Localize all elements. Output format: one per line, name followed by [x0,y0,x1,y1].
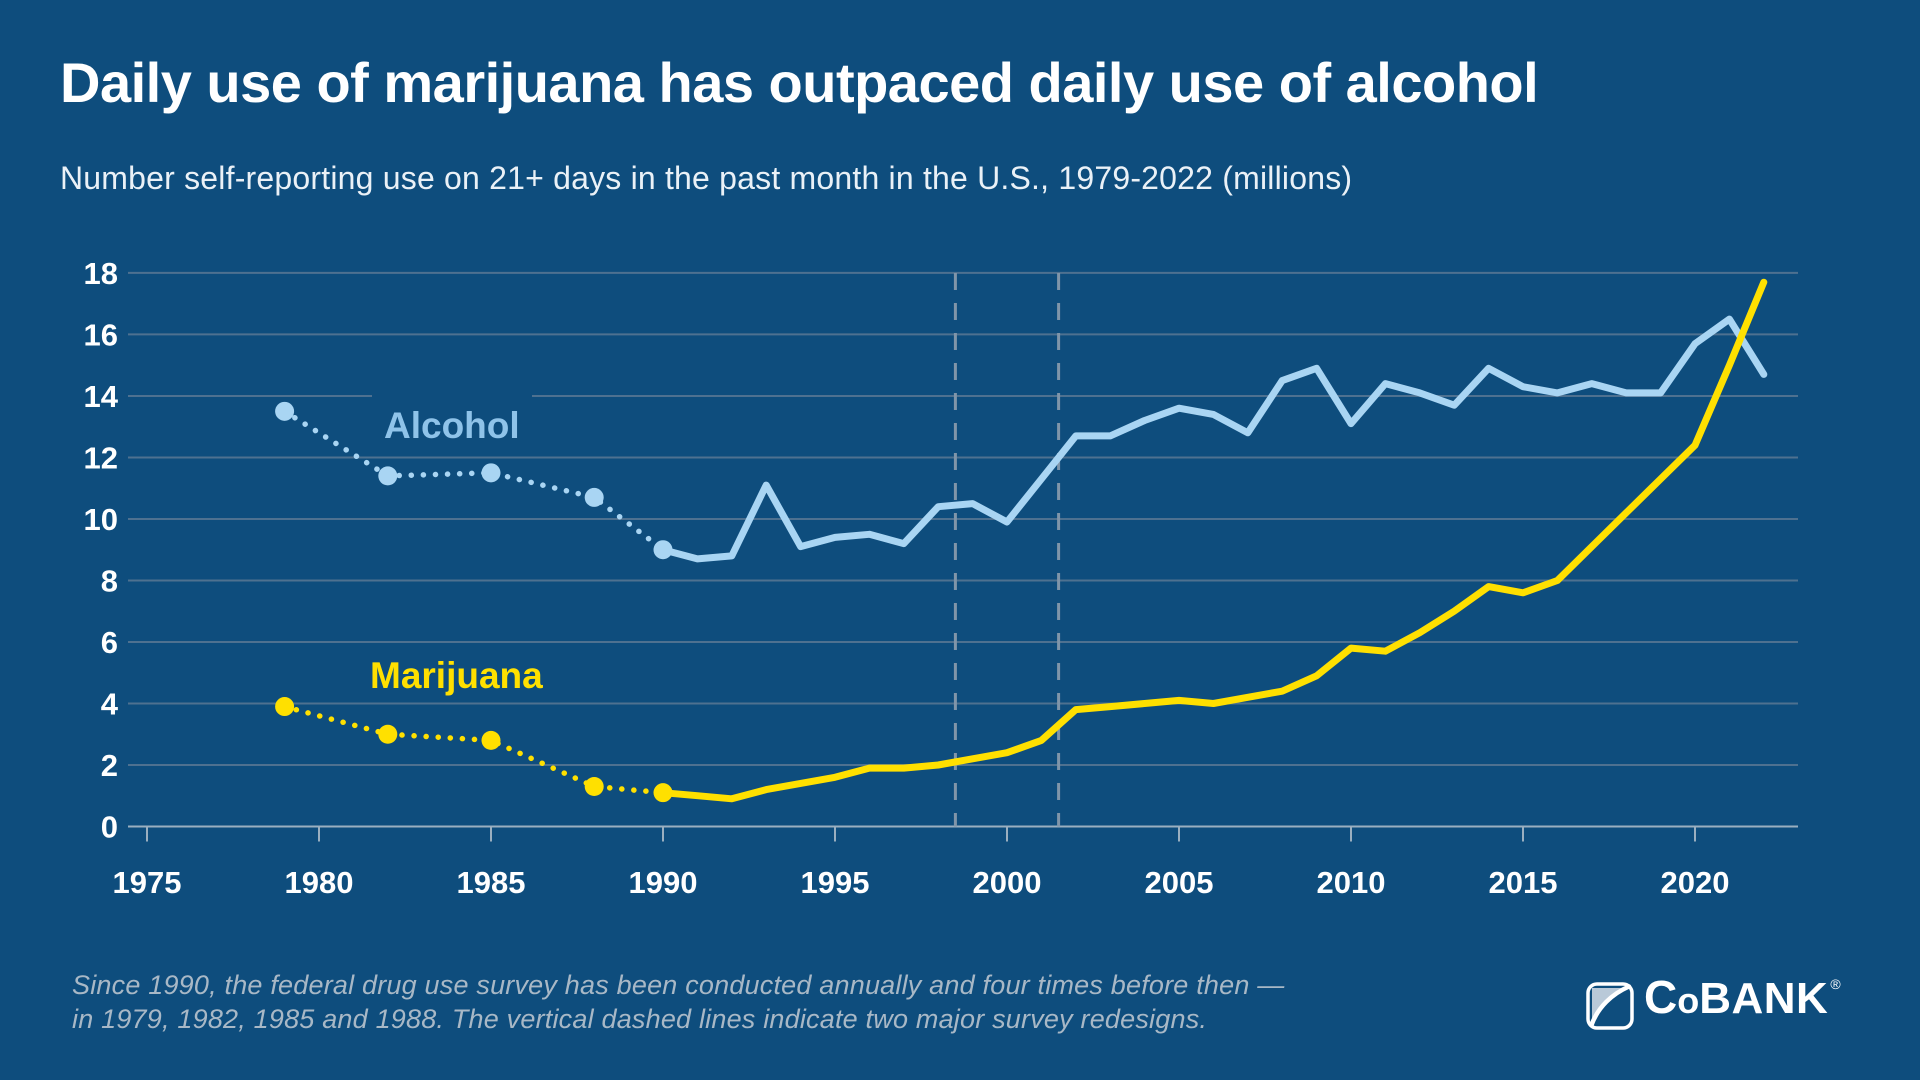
footnote-line-2: in 1979, 1982, 1985 and 1988. The vertic… [72,1004,1208,1034]
marijuana-survey-point [584,777,604,797]
y-tick-label: 6 [101,625,118,660]
page-subtitle: Number self-reporting use on 21+ days in… [60,160,1353,196]
x-tick-label: 1995 [801,865,870,900]
x-tick-label: 2020 [1661,865,1730,900]
marijuana-series [275,278,1768,803]
alcohol-line [659,315,1768,563]
marijuana-survey-point [378,724,398,744]
registered-trademark-icon: ® [1830,976,1841,992]
y-tick-label: 2 [101,748,118,783]
x-axis-labels: 1975 1980 1985 1990 1995 2000 2005 2010 2015 2020 [113,865,1730,900]
gridlines [128,271,1798,828]
marijuana-survey-point [481,730,501,750]
alcohol-survey-point [653,540,673,560]
alcohol-survey-point [584,487,604,507]
y-tick-label: 4 [101,686,119,721]
marijuana-series-label: Marijuana [370,655,543,696]
alcohol-survey-point [378,466,398,486]
x-tick-label: 1975 [113,865,182,900]
footnote: Since 1990, the federal drug use survey … [72,968,1284,1036]
x-tick-label: 2010 [1317,865,1386,900]
y-tick-label: 14 [84,379,119,414]
marijuana-line [659,278,1768,803]
alcohol-series-label: Alcohol [372,394,532,450]
alcohol-series [275,315,1768,563]
y-tick-label: 8 [101,563,118,598]
marijuana-survey-point [275,697,295,717]
x-tick-label: 1985 [457,865,526,900]
survey-redesign-lines [953,273,1061,827]
alcohol-survey-point [481,463,501,483]
y-tick-label: 12 [84,440,118,475]
y-tick-label: 0 [101,810,118,845]
y-tick-label: 18 [84,256,118,291]
footnote-line-1: Since 1990, the federal drug use survey … [72,970,1285,1000]
x-tick-label: 1990 [629,865,698,900]
x-axis-ticks [146,826,1696,842]
x-tick-label: 2000 [973,865,1042,900]
y-tick-label: 16 [84,317,118,352]
x-tick-label: 1980 [285,865,354,900]
marijuana-survey-point [653,783,673,803]
page-title: Daily use of marijuana has outpaced dail… [60,51,1539,114]
alcohol-survey-point [275,401,295,421]
y-axis-labels: 0 2 4 6 8 10 12 14 16 18 [84,256,119,845]
y-tick-label: 10 [84,502,118,537]
x-tick-label: 2015 [1489,865,1558,900]
marijuana-dotted-connector [281,703,666,796]
x-tick-label: 2005 [1145,865,1214,900]
cobank-logo-icon [1586,982,1634,1030]
